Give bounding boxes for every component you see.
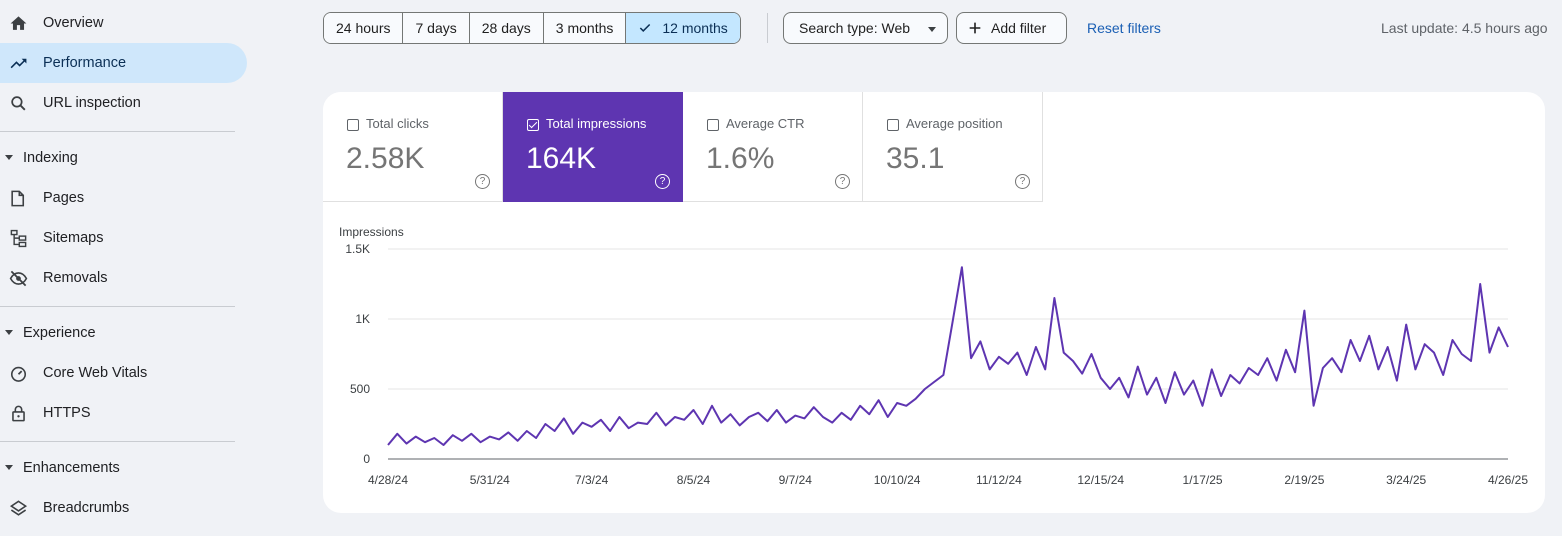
section-experience[interactable]: Experience — [0, 316, 235, 350]
sidebar-item-core-web-vitals[interactable]: Core Web Vitals — [0, 353, 247, 393]
layers-icon — [9, 499, 28, 518]
sidebar-item-removals[interactable]: Removals — [0, 258, 247, 298]
x-tick-label: 11/12/24 — [976, 473, 1022, 487]
pages-icon — [9, 189, 28, 208]
lock-icon — [9, 404, 28, 423]
chevron-down-icon — [5, 330, 13, 335]
metric-value: 1.6% — [706, 142, 775, 175]
metric-label: Total impressions — [546, 116, 647, 131]
impressions-series-line — [387, 266, 1509, 446]
sidebar-item-label: Removals — [43, 270, 108, 286]
chart-svg: Impressions 0 500 1K 1.5K 4/28/24 5/31/24 7/3/2… — [339, 225, 1528, 487]
trending-up-icon — [9, 54, 28, 73]
x-tick-label: 10/10/24 — [874, 473, 921, 487]
range-28-days-button[interactable]: 28 days — [469, 13, 544, 43]
checkbox-icon[interactable] — [347, 119, 359, 131]
range-7-days-button[interactable]: 7 days — [403, 13, 470, 43]
add-filter-label: Add filter — [991, 20, 1047, 36]
y-tick-label: 500 — [350, 382, 370, 396]
y-tick-label: 1.5K — [345, 242, 370, 256]
dropdown-arrow-icon — [928, 27, 936, 32]
x-tick-label: 8/5/24 — [677, 473, 711, 487]
section-label: Indexing — [23, 150, 78, 166]
date-range-selector: 24 hours 7 days 28 days 3 months 12 mont… — [323, 12, 741, 44]
x-tick-label: 4/28/24 — [368, 473, 408, 487]
sidebar-item-label: HTTPS — [43, 405, 91, 421]
checkbox-icon[interactable] — [707, 119, 719, 131]
metric-average-position[interactable]: Average position 35.1 ? — [863, 92, 1043, 202]
x-tick-label: 9/7/24 — [779, 473, 813, 487]
section-label: Enhancements — [23, 460, 120, 476]
x-tick-label: 12/15/24 — [1077, 473, 1124, 487]
help-icon[interactable]: ? — [1015, 174, 1030, 189]
impressions-chart: Impressions 0 500 1K 1.5K 4/28/24 5/31/24 7/3/2… — [323, 202, 1545, 513]
metric-label: Total clicks — [366, 116, 429, 131]
metric-total-impressions[interactable]: Total impressions 164K ? — [503, 92, 683, 202]
sidebar-item-label: Core Web Vitals — [43, 365, 148, 381]
reset-filters-link[interactable]: Reset filters — [1087, 20, 1161, 36]
section-label: Experience — [23, 325, 96, 341]
divider — [0, 306, 235, 307]
x-tick-label: 3/24/25 — [1386, 473, 1426, 487]
metric-total-clicks[interactable]: Total clicks 2.58K ? — [323, 92, 503, 202]
search-type-dropdown[interactable]: Search type: Web — [783, 12, 948, 44]
search-icon — [9, 94, 28, 113]
sidebar-item-label: Performance — [43, 55, 127, 71]
y-tick-label: 0 — [363, 452, 370, 466]
sidebar-item-label: Pages — [43, 190, 85, 206]
help-icon[interactable]: ? — [835, 174, 850, 189]
section-indexing[interactable]: Indexing — [0, 141, 235, 175]
help-icon[interactable]: ? — [655, 174, 670, 189]
range-12-months-button[interactable]: 12 months — [626, 13, 740, 43]
sidebar-item-overview[interactable]: Overview — [0, 3, 247, 43]
metric-label: Average CTR — [726, 116, 805, 131]
range-3-months-button[interactable]: 3 months — [543, 13, 627, 43]
x-tick-label: 7/3/24 — [575, 473, 609, 487]
sidebar-item-performance[interactable]: Performance — [0, 43, 247, 83]
divider — [0, 441, 235, 442]
x-tick-label: 4/26/25 — [1488, 473, 1528, 487]
eye-off-icon — [9, 269, 28, 288]
sidebar-item-https[interactable]: HTTPS — [0, 393, 247, 433]
sidebar-item-breadcrumbs[interactable]: Breadcrumbs — [0, 488, 247, 528]
plus-icon — [967, 20, 983, 36]
sidebar-item-pages[interactable]: Pages — [0, 178, 247, 218]
divider — [767, 13, 768, 43]
add-filter-button[interactable]: Add filter — [956, 12, 1067, 44]
home-icon — [9, 14, 28, 33]
sidebar-item-label: Breadcrumbs — [43, 500, 130, 516]
x-tick-label: 1/17/25 — [1183, 473, 1223, 487]
sidebar-item-label: Sitemaps — [43, 230, 104, 246]
checkbox-icon[interactable] — [887, 119, 899, 131]
sidebar-nav: Overview Performance URL inspection Inde… — [0, 0, 250, 536]
section-enhancements[interactable]: Enhancements — [0, 451, 235, 485]
metric-average-ctr[interactable]: Average CTR 1.6% ? — [683, 92, 863, 202]
x-tick-label: 2/19/25 — [1284, 473, 1324, 487]
range-label: 12 months — [662, 20, 728, 36]
checkbox-checked-icon[interactable] — [527, 119, 539, 131]
sitemap-icon — [9, 229, 28, 248]
y-axis-label: Impressions — [339, 225, 404, 239]
check-icon — [638, 21, 652, 35]
sidebar-item-label: URL inspection — [43, 95, 141, 111]
search-type-label: Search type: Web — [799, 20, 911, 36]
divider — [0, 131, 235, 132]
y-tick-label: 1K — [355, 312, 370, 326]
metric-label: Average position — [906, 116, 1003, 131]
metric-value: 2.58K — [346, 142, 425, 175]
range-24-hours-button[interactable]: 24 hours — [324, 13, 404, 43]
performance-card: Total clicks 2.58K ? Total impressions 1… — [323, 92, 1545, 513]
metric-value: 164K — [526, 142, 597, 175]
chevron-down-icon — [5, 465, 13, 470]
last-update-text: Last update: 4.5 hours ago — [1381, 20, 1548, 36]
sidebar-item-url-inspection[interactable]: URL inspection — [0, 83, 247, 123]
help-icon[interactable]: ? — [475, 174, 490, 189]
metric-value: 35.1 — [886, 142, 945, 175]
sidebar-item-sitemaps[interactable]: Sitemaps — [0, 218, 247, 258]
gauge-icon — [9, 364, 28, 383]
chevron-down-icon — [5, 155, 13, 160]
sidebar-item-label: Overview — [43, 15, 104, 31]
x-tick-label: 5/31/24 — [470, 473, 510, 487]
